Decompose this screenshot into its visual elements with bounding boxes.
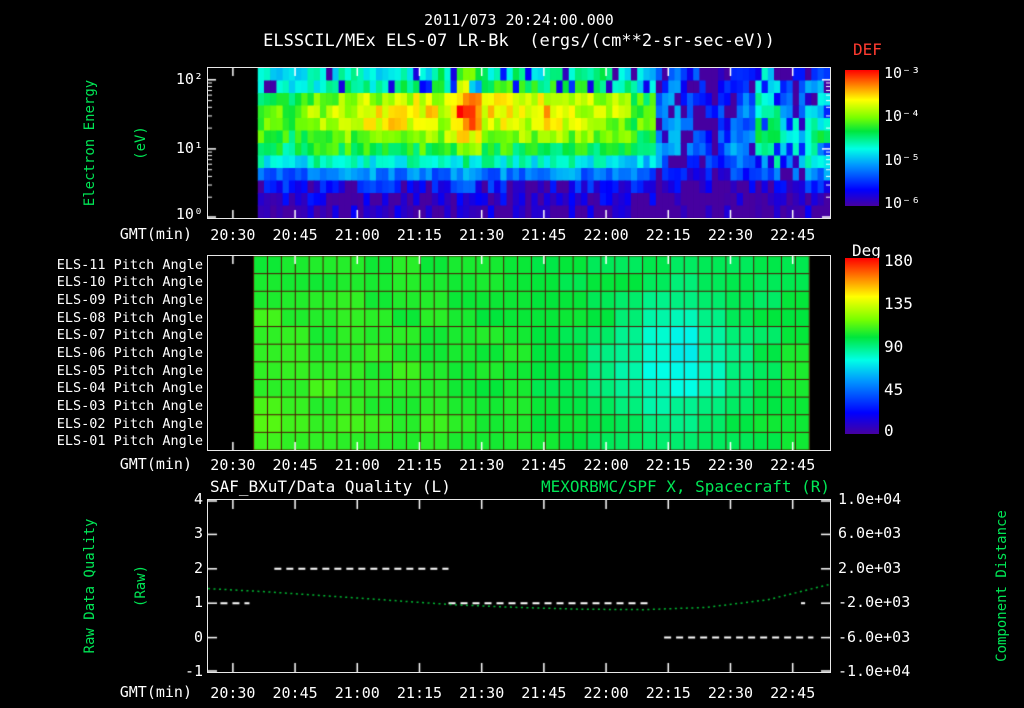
quality-left-tick-label: 0 — [193, 627, 203, 646]
pitch-colorbar-tick-label: 45 — [884, 380, 904, 399]
x-tick-label: 20:30 — [210, 684, 256, 702]
spectrogram-colorbar-tick-label: 10⁻⁶ — [884, 194, 921, 212]
page-title-datetime: 2011/073 20:24:00.000 — [424, 11, 614, 29]
quality-right-tick-label: -6.0e+03 — [838, 627, 911, 646]
quality-title-right: MEXORBMC/SPF X, Spacecraft (R) — [541, 477, 830, 496]
pitch-angle-panel — [207, 255, 831, 451]
x-tick-label: 20:30 — [210, 226, 256, 244]
spectrogram-y-tick-label: 10¹ — [175, 139, 203, 157]
quality-left-tick-label: 4 — [193, 490, 203, 508]
spectrogram-colorbar-title: DEF — [853, 40, 882, 59]
pitch-row-label: ELS-05 Pitch Angle — [56, 362, 203, 379]
pitch-row-label: ELS-06 Pitch Angle — [56, 345, 203, 361]
x-tick-label: 21:30 — [459, 684, 505, 702]
x-tick-label: 21:00 — [334, 684, 380, 702]
quality-right-tick-label: 2.0e+03 — [838, 558, 902, 577]
x-tick-label: 22:30 — [707, 226, 754, 244]
x-tick-label: 21:45 — [521, 684, 567, 702]
x-tick-label: 22:45 — [770, 226, 816, 244]
pitch-row-label: ELS-08 Pitch Angle — [56, 309, 203, 326]
pitch-row-label: ELS-07 Pitch Angle — [56, 327, 203, 344]
x-tick-label: 22:45 — [770, 456, 816, 474]
pitch-colorbar-tick-label: 0 — [884, 421, 894, 440]
x-tick-label: 22:15 — [645, 456, 691, 474]
x-tick-label: 21:00 — [334, 226, 380, 244]
quality-left-axis-label-line1: Raw Data Quality — [82, 518, 98, 654]
quality-left-tick-label: 3 — [193, 524, 203, 543]
quality-left-axis-label: Raw Data Quality (Raw) — [48, 476, 149, 696]
spectrogram-colorbar-tick-label: 10⁻³ — [884, 64, 921, 82]
pitch-colorbar — [845, 258, 879, 434]
gmt-label-top: GMT(min) — [119, 225, 192, 243]
x-tick-label: 20:45 — [272, 456, 318, 474]
quality-right-axis-label: Component Distance (km) — [960, 476, 1010, 696]
spectrogram-y-axis-label-line1: Electron Energy — [82, 79, 98, 207]
x-tick-label: 21:30 — [459, 456, 505, 474]
spectrogram-colorbar-tick-label: 10⁻⁴ — [884, 107, 921, 125]
pitch-colorbar-tick-label: 135 — [884, 294, 913, 313]
quality-left-tick-label: 2 — [193, 558, 203, 577]
x-tick-label: 21:45 — [521, 456, 567, 474]
pitch-row-label: ELS-09 Pitch Angle — [56, 292, 203, 309]
x-tick-label: 22:45 — [770, 684, 816, 702]
pitch-row-label: ELS-02 Pitch Angle — [56, 415, 203, 432]
x-tick-label: 21:00 — [334, 456, 380, 474]
quality-panel — [207, 499, 831, 673]
spectrogram-panel — [207, 67, 831, 219]
pitch-row-label: ELS-04 Pitch Angle — [56, 380, 203, 397]
x-tick-label: 21:15 — [396, 456, 443, 474]
gmt-label-middle: GMT(min) — [119, 455, 192, 473]
pitch-row-label: ELS-10 Pitch Angle — [56, 274, 203, 291]
spectrogram-y-axis-label: Electron Energy (eV) — [48, 33, 149, 253]
x-tick-label: 21:45 — [521, 226, 567, 244]
x-tick-label: 22:30 — [707, 456, 754, 474]
x-tick-label: 22:00 — [583, 226, 629, 244]
pitch-row-label: ELS-01 Pitch Angle — [56, 433, 203, 450]
spectrogram-canvas — [208, 68, 830, 218]
spectrogram-colorbar-tick-label: 10⁻⁵ — [884, 151, 921, 169]
pitch-angle-canvas — [208, 256, 830, 450]
x-tick-label: 21:15 — [396, 684, 443, 702]
x-tick-label: 21:30 — [459, 226, 505, 244]
x-tick-label: 22:15 — [645, 684, 691, 702]
quality-right-tick-label: 6.0e+03 — [838, 524, 902, 543]
quality-left-tick-label: 1 — [193, 593, 203, 612]
x-tick-label: 22:00 — [583, 684, 629, 702]
quality-right-tick-label: 1.0e+04 — [838, 490, 902, 508]
x-tick-label: 20:45 — [272, 226, 318, 244]
quality-right-axis-label-line1: Component Distance — [994, 510, 1010, 662]
quality-title-left: SAF_BXuT/Data Quality (L) — [210, 477, 451, 496]
x-tick-label: 22:00 — [583, 456, 629, 474]
pitch-colorbar-tick-label: 90 — [884, 337, 904, 356]
spectrogram-y-tick-label: 10² — [175, 70, 203, 88]
x-tick-label: 22:30 — [707, 684, 754, 702]
gmt-label-bottom: GMT(min) — [119, 683, 192, 701]
quality-canvas — [208, 500, 830, 672]
quality-right-tick-label: -1.0e+04 — [838, 662, 911, 680]
spectrogram-y-tick-label: 10⁰ — [175, 205, 203, 223]
pitch-colorbar-title: Deg — [852, 241, 881, 260]
pitch-row-label: ELS-03 Pitch Angle — [56, 397, 203, 414]
pitch-row-label: ELS-11 Pitch Angle — [56, 256, 203, 273]
quality-right-tick-label: -2.0e+03 — [838, 593, 911, 612]
spectrogram-colorbar — [845, 70, 879, 206]
x-tick-label: 22:15 — [645, 226, 691, 244]
x-tick-label: 21:15 — [396, 226, 443, 244]
pitch-colorbar-tick-label: 180 — [884, 251, 913, 270]
page-title-instrument: ELSSCIL/MEx ELS-07 LR-Bk (ergs/(cm**2-sr… — [263, 31, 775, 51]
quality-left-tick-label: -1 — [184, 662, 203, 680]
x-tick-label: 20:45 — [272, 684, 318, 702]
x-tick-label: 20:30 — [210, 456, 256, 474]
